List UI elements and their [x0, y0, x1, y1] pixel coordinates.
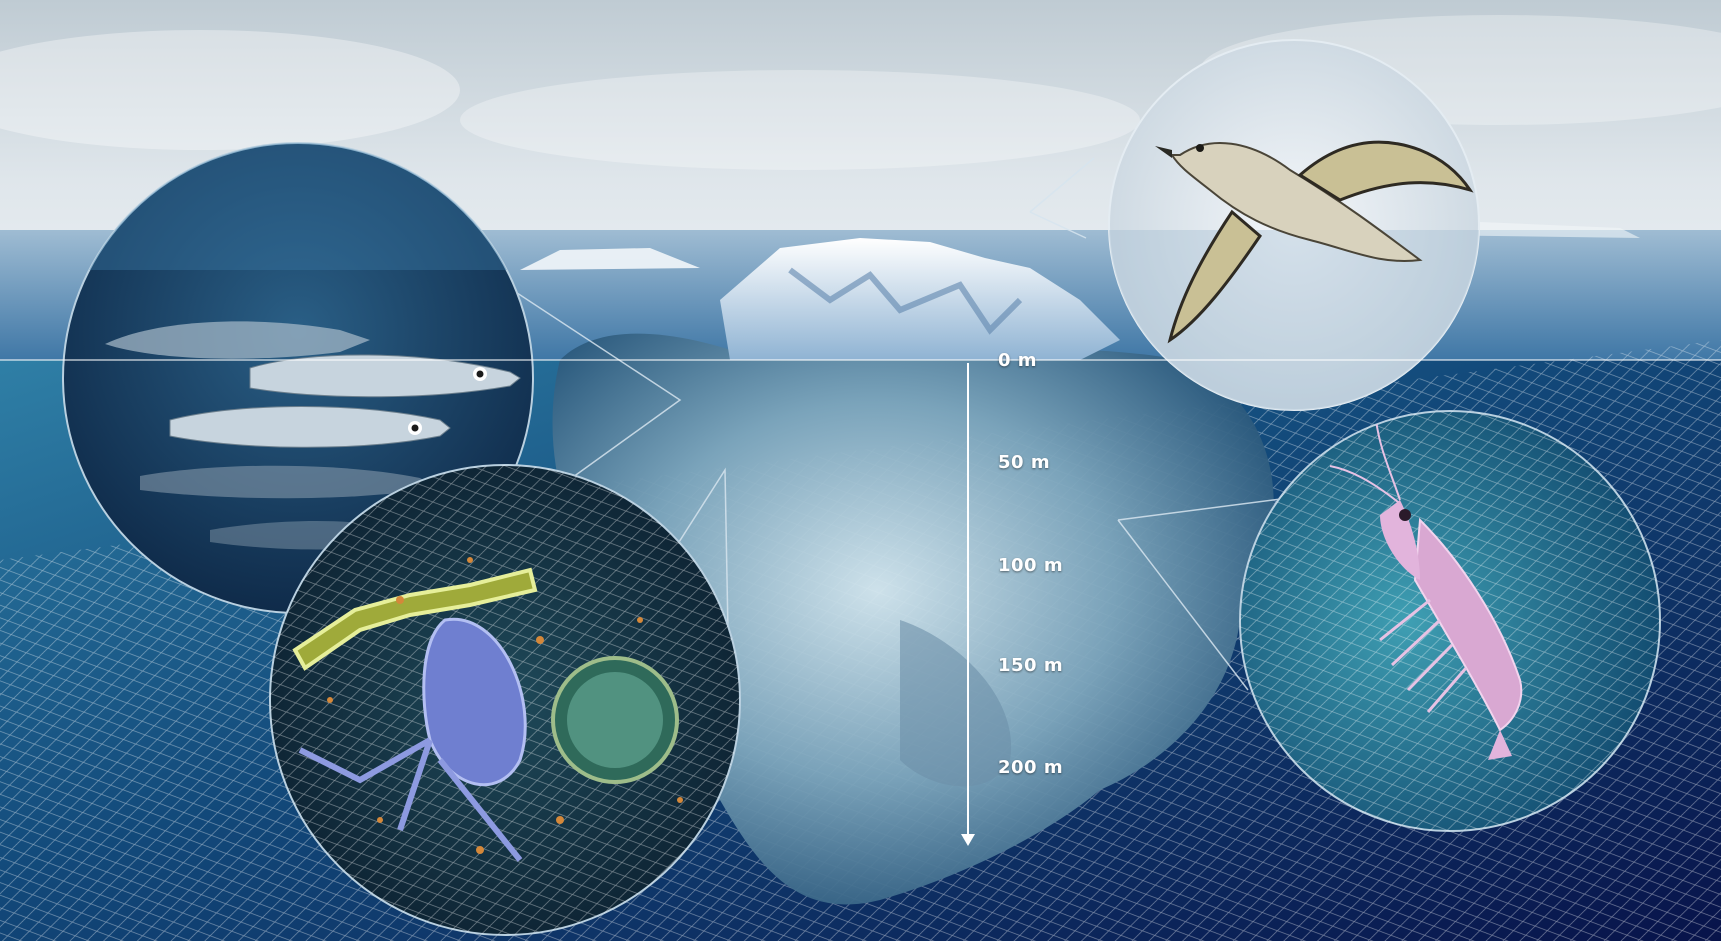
seabird-inset: [1108, 39, 1480, 411]
bird-icon: [1155, 140, 1474, 344]
krill-inset: [1239, 410, 1661, 832]
depth-scale: [0, 359, 1721, 846]
plankton-icon: [292, 557, 683, 862]
krill-icon: [1329, 419, 1523, 760]
depth-label-50: 50 m: [998, 452, 1051, 473]
depth-label-0: 0 m: [998, 350, 1038, 371]
plankton-inset: [269, 464, 741, 936]
depth-label-150: 150 m: [998, 655, 1064, 676]
depth-label-100: 100 m: [998, 555, 1064, 576]
iceberg: [552, 238, 1274, 905]
depth-label-200: 200 m: [998, 757, 1064, 778]
